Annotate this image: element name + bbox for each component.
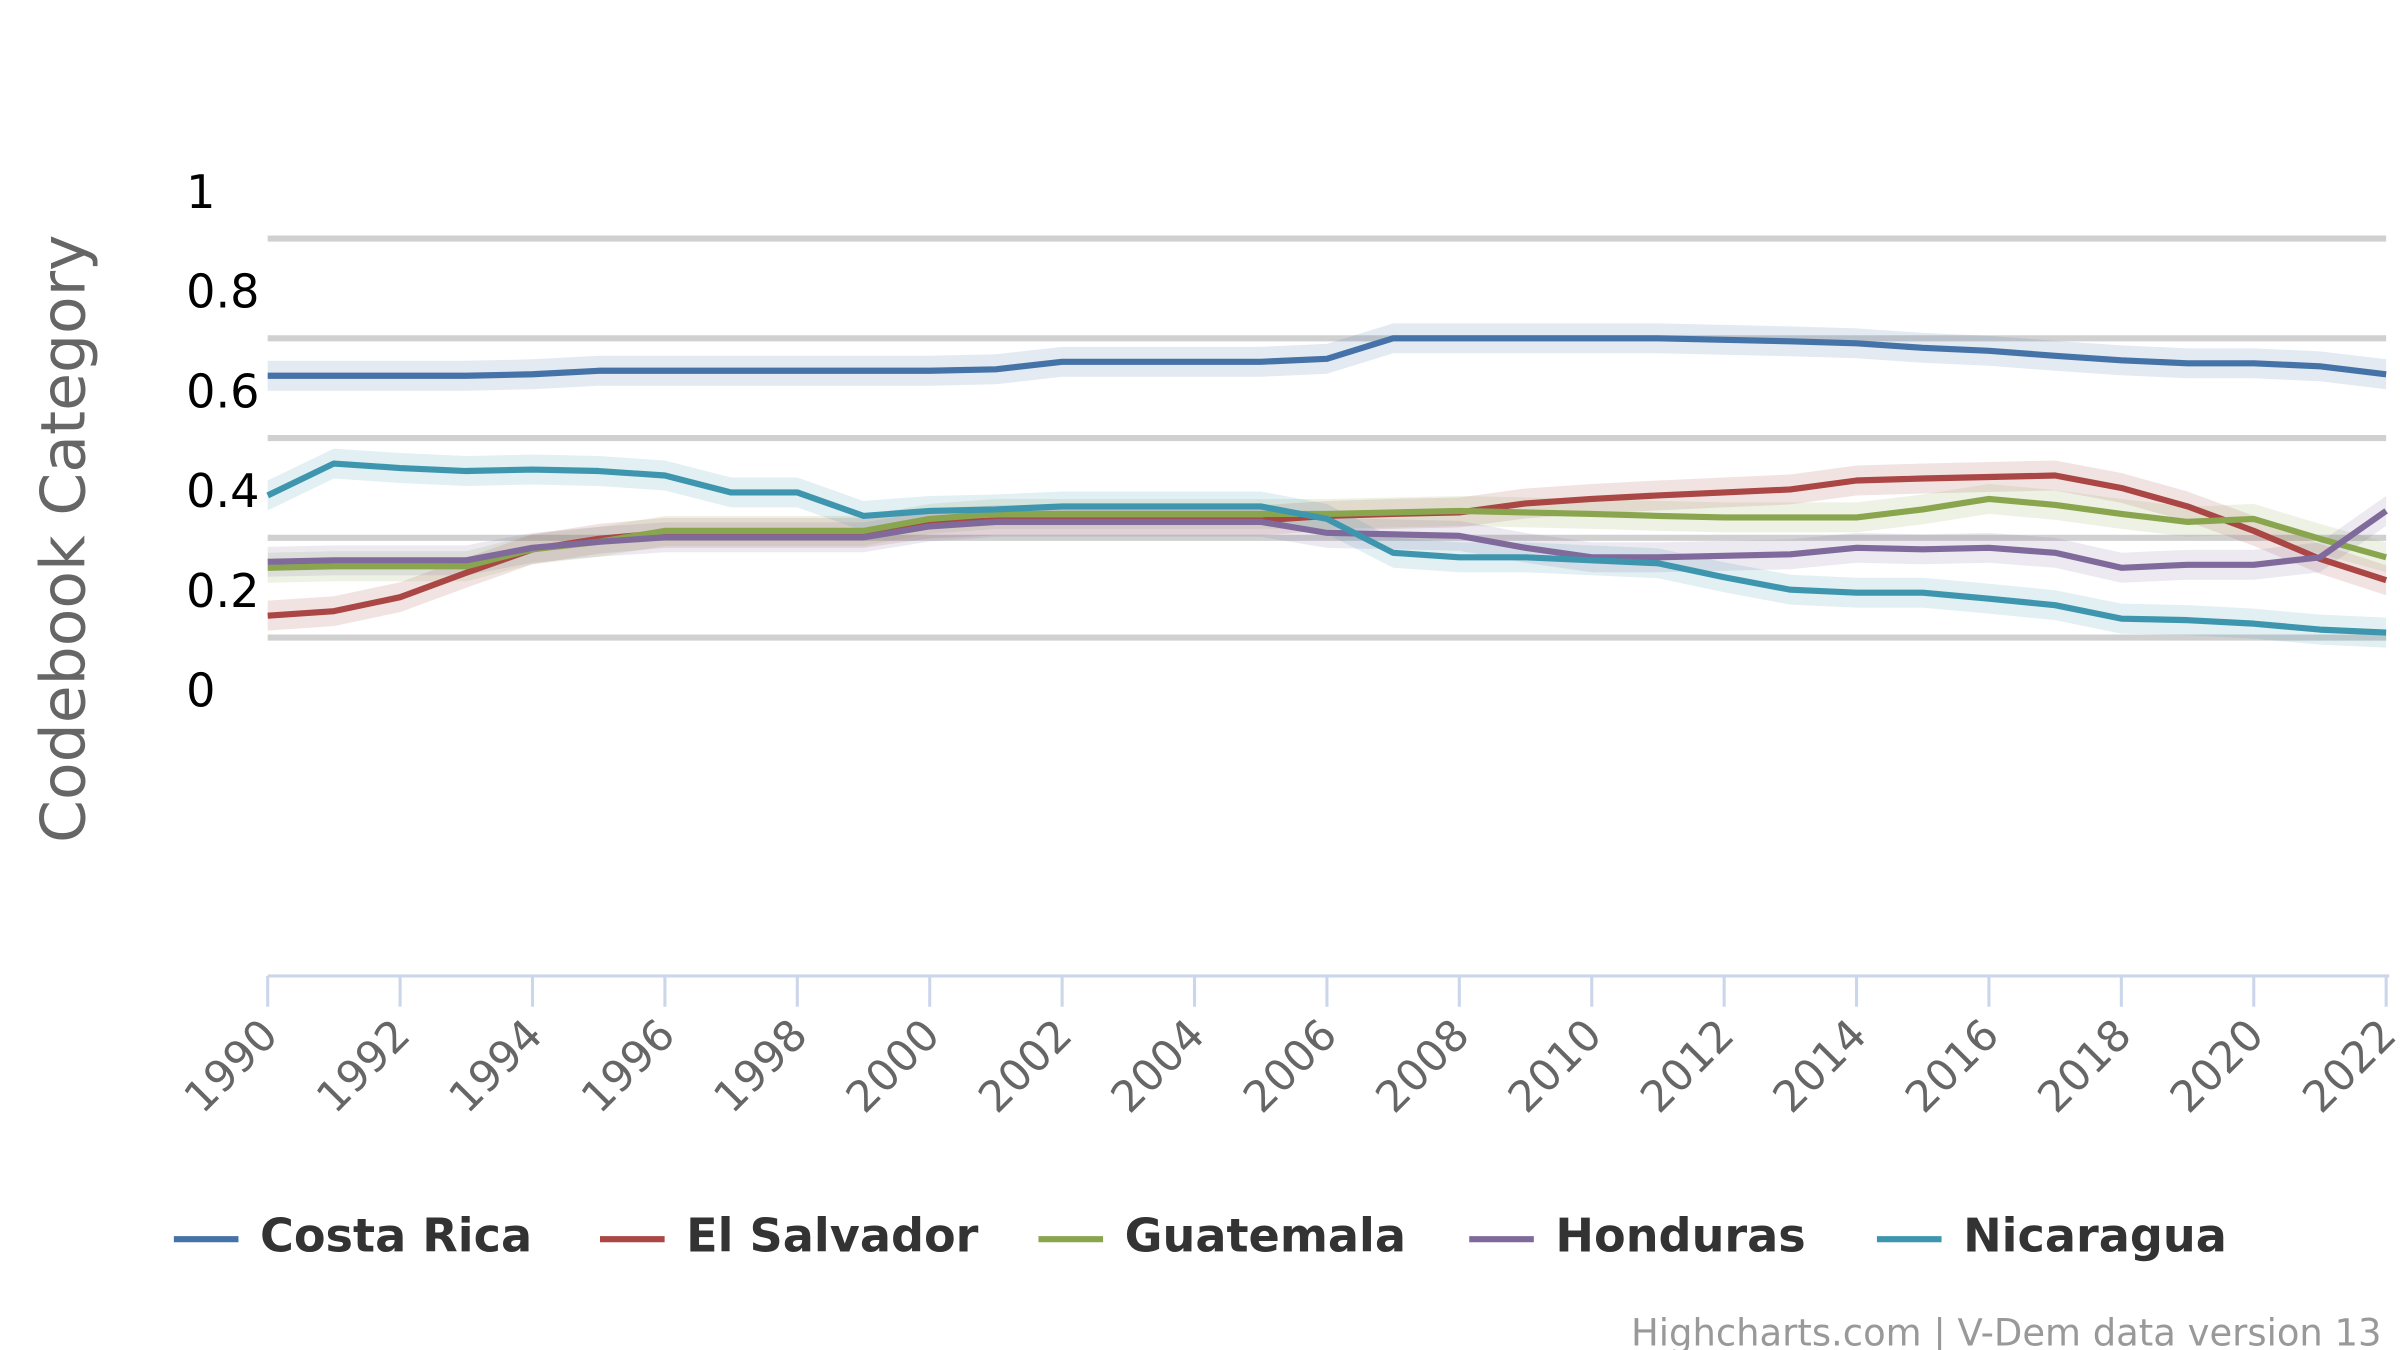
- series-line: [267, 508, 2388, 571]
- y-tick-label: 0.8: [186, 265, 259, 319]
- gridlines: [267, 235, 2387, 641]
- x-tick-label: 1998: [705, 1010, 818, 1123]
- confidence-band: [267, 448, 2387, 648]
- legend-item[interactable]: Guatemala: [1038, 1209, 1406, 1263]
- legend-item[interactable]: El Salvador: [600, 1209, 979, 1263]
- x-tick-label: 2014: [1764, 1010, 1877, 1123]
- legend-label: El Salvador: [686, 1209, 979, 1263]
- legend-label: Honduras: [1555, 1209, 1805, 1263]
- y-tick-label: 0.2: [186, 564, 259, 618]
- y-tick-label: 0: [186, 664, 215, 718]
- x-tick-label: 2018: [2029, 1010, 2142, 1123]
- confidence-band: [267, 483, 2387, 583]
- legend-label: Costa Rica: [260, 1209, 532, 1263]
- series-line: [266, 460, 2387, 636]
- x-tick-label: 2008: [1367, 1010, 1480, 1123]
- x-tick-label: 2006: [1234, 1010, 1347, 1123]
- x-tick-label: 2004: [1102, 1010, 1215, 1123]
- y-tick-label: 0.6: [186, 364, 259, 418]
- x-axis: 1990 1992 1994 1996 1998 2000 2002 2004 2006 2008…: [175, 974, 2400, 1123]
- legend-item[interactable]: Nicaragua: [1876, 1209, 2227, 1263]
- legend-label: Nicaragua: [1963, 1209, 2227, 1263]
- x-tick-label: 2000: [837, 1010, 950, 1123]
- x-tick-label: 2020: [2161, 1010, 2274, 1123]
- series-line: [267, 335, 2387, 379]
- x-tick-label: 2022: [2293, 1010, 2400, 1123]
- legend: Costa Rica El Salvador Guatemala Honduras Ni…: [173, 1209, 2227, 1263]
- legend-label: Guatemala: [1125, 1209, 1406, 1263]
- x-tick-label: 2016: [1896, 1010, 2009, 1123]
- y-tick-label: 0.4: [186, 464, 259, 518]
- y-axis: 0 0.2 0.4 0.6 0.8 1: [186, 165, 259, 718]
- confidence-band: [267, 460, 2387, 631]
- x-tick-label: 2010: [1499, 1010, 1612, 1123]
- x-tick-label: 1992: [307, 1010, 420, 1123]
- credits[interactable]: Highcharts.com | V-Dem data version 13: [1631, 1311, 2381, 1350]
- x-tick-label: 1994: [440, 1010, 553, 1123]
- legend-item[interactable]: Costa Rica: [173, 1209, 532, 1263]
- confidence-band: [267, 495, 2387, 583]
- x-tick-label: 2012: [1631, 1010, 1744, 1123]
- y-tick-label: 1: [186, 165, 215, 219]
- legend-item[interactable]: Honduras: [1469, 1209, 1806, 1263]
- x-tick-label: 2002: [969, 1010, 1082, 1123]
- series-lines: [266, 335, 2388, 636]
- x-tick-label: 1996: [572, 1010, 685, 1123]
- y-axis-title: Codebook Category: [28, 235, 100, 843]
- x-tick-label: 1990: [175, 1010, 288, 1123]
